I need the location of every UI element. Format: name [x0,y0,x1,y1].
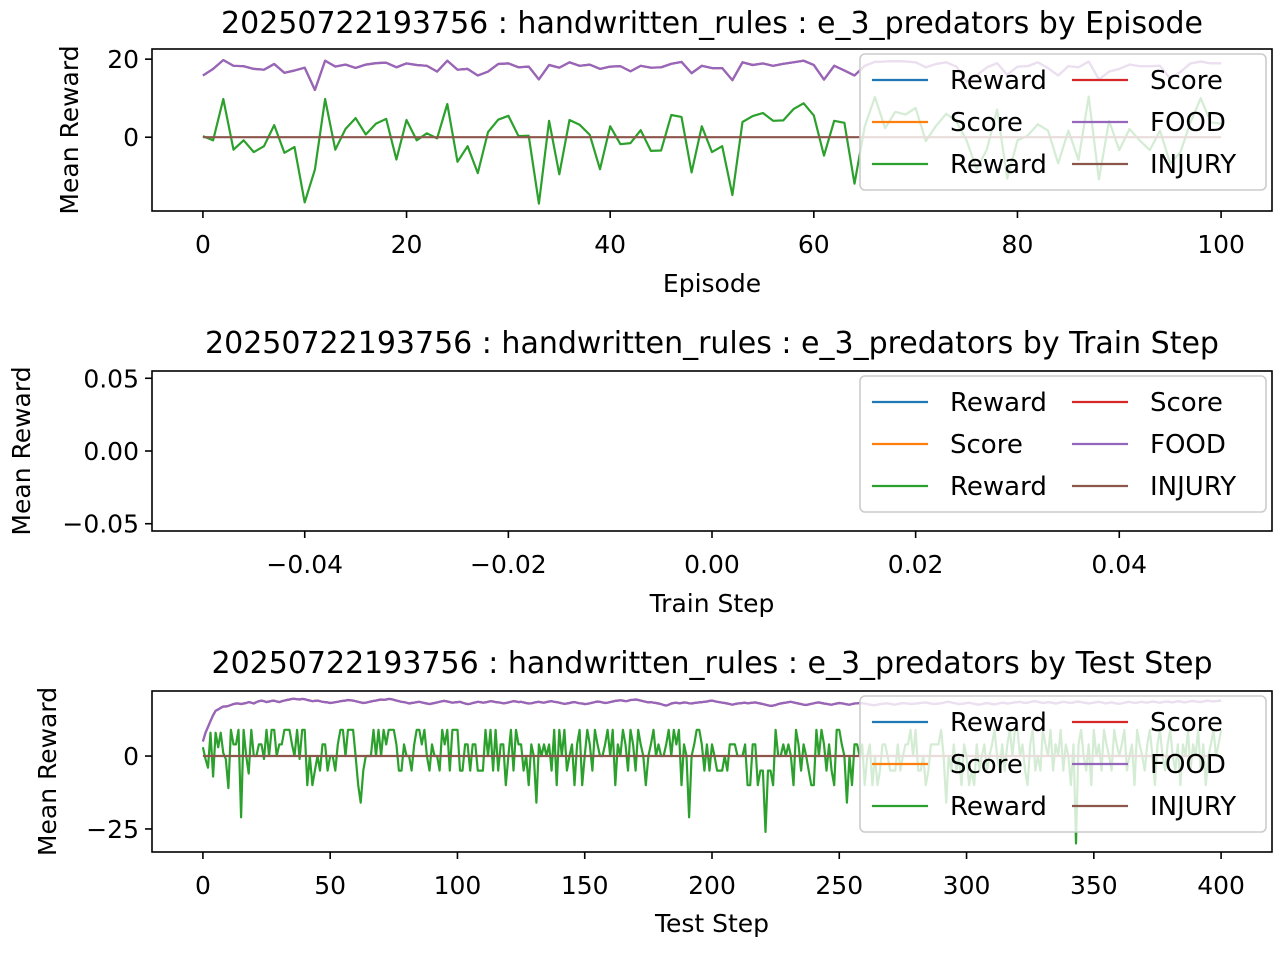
legend-entry: INJURY [1150,792,1236,822]
x-tick-label: 80 [1002,230,1034,259]
y-tick-label: 0.05 [83,364,139,393]
legend-entry: Reward [950,792,1047,822]
chart-title: 20250722193756 : handwritten_rules : e_3… [205,326,1219,361]
x-tick-label: 400 [1197,871,1245,900]
legend-entry: Score [950,108,1023,138]
subplot-2: −0.04 −0.02 0.00 0.02 0.04 −0.05 0.00 0.05 20250… [7,326,1273,618]
subplot-3: 0 50 100 150 200 250 300 350 400 −25 0 202507221937… [33,646,1273,938]
y-tick-label: 20 [107,45,139,74]
x-axis-label: Test Step [654,909,769,938]
x-tick-label: 250 [815,871,863,900]
y-axis-label: Mean Reward [55,45,84,214]
legend-entry: Score [1150,66,1223,96]
legend: Reward Score Reward Score FOOD INJURY [859,375,1267,513]
legend-entry: FOOD [1150,430,1226,460]
legend-box [859,375,1267,513]
x-axis-label: Episode [663,269,761,298]
legend: Reward Score Reward Score FOOD INJURY [859,53,1267,191]
x-tick-label: 40 [594,230,626,259]
legend-entry: FOOD [1150,750,1226,780]
legend-box [859,695,1267,833]
legend-entry: Score [1150,388,1223,418]
legend-entry: FOOD [1150,108,1226,138]
axes-frame [151,48,1273,212]
x-tick-label: 0.04 [1091,550,1147,579]
y-tick-label: 0 [123,742,139,771]
x-tick-label: 350 [1070,871,1118,900]
legend-entry: Score [950,750,1023,780]
x-tick-label: 100 [1197,230,1245,259]
legend-entry: INJURY [1150,472,1236,502]
legend-entry: Score [950,430,1023,460]
y-tick-label: −25 [86,815,139,844]
x-tick-label: 50 [314,871,346,900]
x-tick-label: 0 [195,230,211,259]
legend-entry: Reward [950,150,1047,180]
y-tick-label: 0 [123,123,139,152]
x-tick-label: 0 [195,871,211,900]
y-axis-label: Mean Reward [7,366,36,535]
x-tick-label: 200 [688,871,736,900]
legend: Reward Score Reward Score FOOD INJURY [859,695,1267,833]
legend-entry: INJURY [1150,150,1236,180]
x-tick-label: 0.02 [888,550,944,579]
x-tick-label: −0.04 [266,550,343,579]
legend-entry: Reward [950,472,1047,502]
chart-title: 20250722193756 : handwritten_rules : e_3… [221,6,1203,41]
legend-box [859,53,1267,191]
legend-entry: Reward [950,66,1047,96]
subplot-1: 0 20 40 60 80 100 0 20 20250722193756 : handwrit… [55,6,1273,298]
y-tick-label: 0.00 [83,437,139,466]
y-tick-label: −0.05 [62,510,139,539]
legend-entry: Reward [950,388,1047,418]
x-tick-label: 60 [798,230,830,259]
x-tick-label: 20 [391,230,423,259]
x-tick-label: 100 [434,871,482,900]
x-tick-label: 0.00 [684,550,740,579]
x-tick-label: 300 [943,871,991,900]
chart-title: 20250722193756 : handwritten_rules : e_3… [211,646,1212,681]
x-tick-label: −0.02 [470,550,547,579]
x-axis-label: Train Step [649,589,775,618]
legend-entry: Reward [950,708,1047,738]
legend-entry: Score [1150,708,1223,738]
y-axis-label: Mean Reward [33,687,62,856]
x-tick-label: 150 [561,871,609,900]
